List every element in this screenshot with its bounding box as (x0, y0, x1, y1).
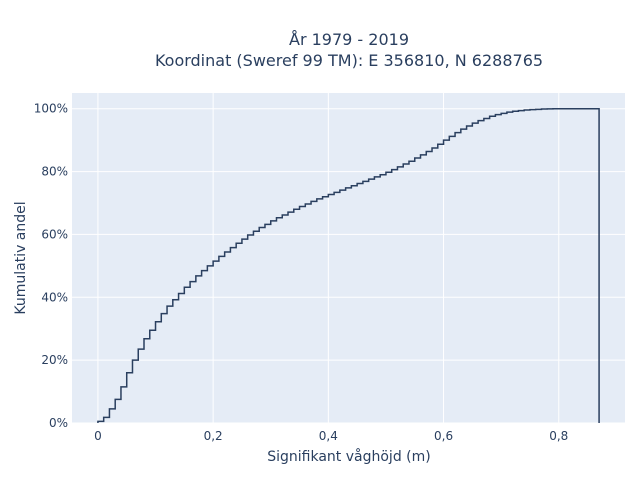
chart-title-line-1: År 1979 - 2019 (289, 30, 409, 49)
x-tick-label: 0,6 (434, 429, 453, 443)
x-tick-labels: 0 0,2 0,4 0,6 0,8 (94, 429, 568, 443)
y-tick-labels: 0% 20% 40% 60% 80% 100% (34, 102, 68, 430)
x-tick-label: 0,8 (549, 429, 568, 443)
y-tick-label: 40% (41, 290, 68, 304)
y-tick-label: 80% (41, 165, 68, 179)
y-axis-title: Kumulativ andel (13, 201, 29, 314)
grid-lines (72, 93, 625, 424)
y-tick-label: 60% (41, 227, 68, 241)
y-tick-label: 100% (34, 102, 68, 116)
x-tick-label: 0,2 (204, 429, 223, 443)
x-tick-label: 0 (94, 429, 102, 443)
chart-title-line-2: Koordinat (Sweref 99 TM): E 356810, N 62… (155, 51, 543, 70)
ecdf-step-line (97, 107, 600, 423)
x-axis-title: Signifikant våghöjd (m) (267, 448, 430, 465)
y-tick-label: 20% (41, 353, 68, 367)
x-tick-label: 0,4 (319, 429, 338, 443)
plot-background (72, 93, 625, 423)
y-tick-label: 0% (49, 416, 68, 430)
